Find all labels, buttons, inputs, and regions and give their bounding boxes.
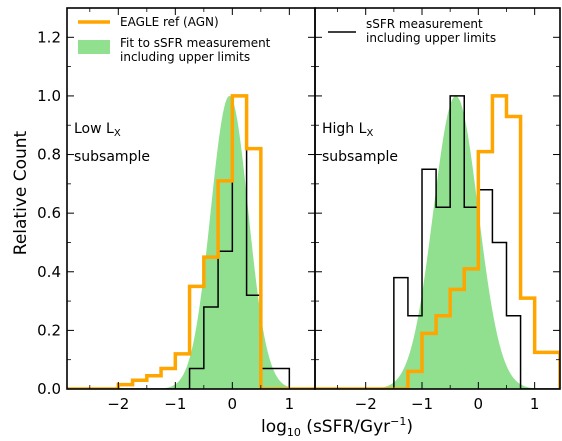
y-tick-label: 1.2 bbox=[37, 28, 61, 46]
x-tick-label: 0 bbox=[474, 395, 484, 413]
fit-curve-high bbox=[315, 95, 560, 389]
x-tick-label: −2 bbox=[107, 395, 129, 413]
ssfr-histogram-high bbox=[315, 95, 560, 389]
x-tick-label: −1 bbox=[411, 395, 433, 413]
legend-fit-swatch bbox=[78, 40, 110, 54]
legend-left: EAGLE ref (AGN) Fit to sSFR measurement … bbox=[78, 15, 271, 64]
legend-eagle-label: EAGLE ref (AGN) bbox=[120, 15, 219, 29]
panel-low: 0.0 0.2 0.4 0.6 0.8 1.0 1.2 −2 −1 0 1 bbox=[37, 7, 316, 413]
y-tick-label: 0.6 bbox=[37, 204, 61, 222]
y-tick-label: 1.0 bbox=[37, 87, 61, 105]
legend-ssfr-label-line2: including upper limits bbox=[366, 31, 496, 45]
x-axis-title-log: log bbox=[261, 417, 287, 437]
x-axis-title: log10 (sSFR/Gyr−1) bbox=[261, 415, 413, 439]
x-axis-title-end: ) bbox=[406, 417, 413, 437]
x-tick-label: 1 bbox=[530, 395, 540, 413]
legend-fit-label-line1: Fit to sSFR measurement bbox=[120, 36, 271, 50]
y-tick-label: 0.2 bbox=[37, 321, 61, 339]
panels-layer: 0.0 0.2 0.4 0.6 0.8 1.0 1.2 −2 −1 0 1 −2 −1 0 1 bbox=[37, 7, 561, 413]
panel-content-low bbox=[67, 94, 315, 389]
x-axis-title-sup: −1 bbox=[390, 415, 406, 428]
eagle-histogram-high bbox=[315, 94, 560, 389]
fit-curve-low bbox=[67, 95, 315, 389]
legend-ssfr-label-line1: sSFR measurement bbox=[366, 17, 483, 31]
x-tick-label: 1 bbox=[285, 395, 295, 413]
x-axis-title-mid: (sSFR/Gyr bbox=[301, 417, 390, 437]
y-tick-label: 0.4 bbox=[37, 263, 61, 281]
x-axis-title-sub: 10 bbox=[287, 426, 301, 439]
y-tick-label: 0.8 bbox=[37, 146, 61, 164]
annotation-low-line1: Low LX bbox=[74, 121, 121, 139]
x-tick-label: −2 bbox=[355, 395, 377, 413]
axes-frame-high bbox=[314, 7, 561, 390]
legend-right: sSFR measurement including upper limits bbox=[328, 17, 496, 45]
annotation-low-line2: subsample bbox=[74, 149, 150, 165]
panel-high: −2 −1 0 1 bbox=[314, 7, 561, 413]
annotation-high-line2: subsample bbox=[322, 149, 398, 165]
eagle-histogram-low bbox=[67, 94, 315, 389]
legend-fit-label-line2: including upper limits bbox=[120, 50, 250, 64]
x-tick-label: −1 bbox=[164, 395, 186, 413]
x-tick-label: 0 bbox=[228, 395, 238, 413]
y-axis-title: Relative Count bbox=[11, 130, 31, 255]
annotation-high-line1: High LX bbox=[322, 121, 373, 139]
panel-content-high bbox=[315, 94, 560, 389]
y-tick-label: 0.0 bbox=[37, 380, 61, 398]
